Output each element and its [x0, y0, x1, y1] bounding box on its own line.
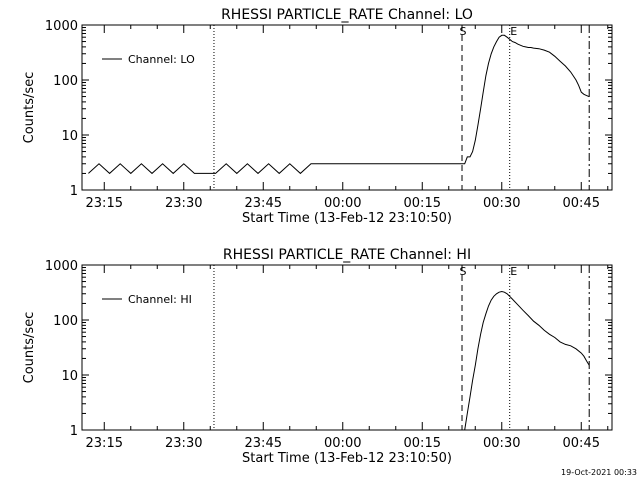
footer-timestamp: 19-Oct-2021 00:33 — [561, 468, 637, 477]
panel-2-y-tick-label: 100 — [53, 314, 78, 329]
panel-2-y-axis-label: Counts/sec — [22, 312, 37, 384]
panel-2-series-line — [464, 290, 590, 431]
panel-1-series-line — [88, 34, 590, 175]
panel-2-x-tick-label: 23:30 — [165, 436, 202, 451]
panel-2-group: RHESSI PARTICLE_RATE Channel: HI 1 10 100 10… — [22, 247, 613, 466]
panel-1-x-tick-label: 23:30 — [165, 196, 202, 211]
panel-1-y-tick-label: 1000 — [45, 19, 78, 34]
panel-2-legend-label: Channel: HI — [128, 293, 192, 306]
panel-1-x-tick-label: 00:30 — [483, 196, 520, 211]
panel-2-end-marker-label: E — [510, 265, 517, 278]
panel-2-x-axis-label: Start Time (13-Feb-12 23:10:50) — [242, 451, 452, 466]
panel-2-x-tick-label: 00:45 — [563, 436, 600, 451]
panel-1-x-tick-label: 00:45 — [563, 196, 600, 211]
panel-2-start-marker-label: S — [460, 265, 467, 278]
panel-2-x-tick-label: 00:30 — [483, 436, 520, 451]
panel-1-group: RHESSI PARTICLE_RATE Channel: LO 1 10 100 10… — [22, 7, 613, 226]
panel-2-y-tick-label: 1 — [70, 424, 78, 439]
panel-1-frame — [81, 24, 613, 191]
panel-1-x-tick-label: 23:15 — [86, 196, 123, 211]
panel-2-title: RHESSI PARTICLE_RATE Channel: HI — [223, 247, 471, 263]
panel-1-x-tick-label: 00:00 — [324, 196, 361, 211]
panel-2-x-tick-label: 00:15 — [404, 436, 441, 451]
panel-1-y-tick-label: 100 — [53, 74, 78, 89]
panel-1-start-marker-label: S — [460, 25, 467, 38]
panel-2-y-tick-label: 10 — [61, 369, 78, 384]
panel-2-x-tick-label: 23:45 — [245, 436, 282, 451]
panel-1-x-tick-label: 00:15 — [404, 196, 441, 211]
panel-2-x-tick-label: 23:15 — [86, 436, 123, 451]
panel-1-y-tick-label: 10 — [61, 129, 78, 144]
panel-2-y-tick-label: 1000 — [45, 259, 78, 274]
panel-1-x-tick-label: 23:45 — [245, 196, 282, 211]
panel-1-legend-label: Channel: LO — [128, 53, 195, 66]
panel-1-y-tick-label: 1 — [70, 184, 78, 199]
panel-2-frame — [81, 264, 613, 431]
panel-1-y-axis-label: Counts/sec — [22, 72, 37, 144]
panel-1-end-marker-label: E — [510, 25, 517, 38]
panel-1-title: RHESSI PARTICLE_RATE Channel: LO — [221, 7, 473, 23]
panel-1-x-axis-label: Start Time (13-Feb-12 23:10:50) — [242, 211, 452, 226]
panel-2-x-tick-label: 00:00 — [324, 436, 361, 451]
